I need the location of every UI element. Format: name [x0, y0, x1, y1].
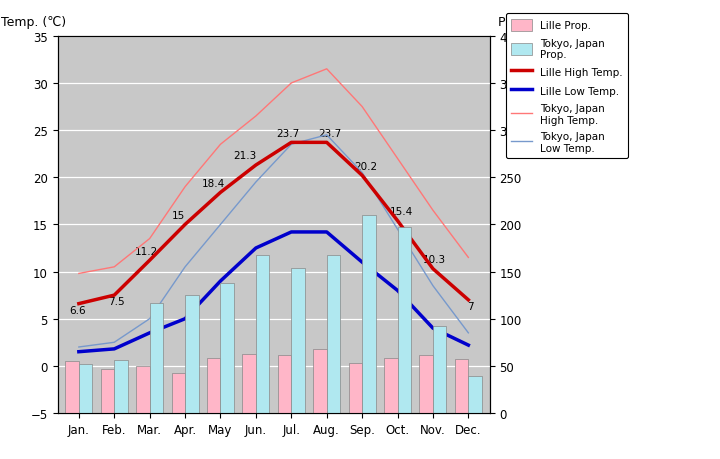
Text: Temp. (℃): Temp. (℃) — [1, 16, 66, 29]
Bar — [114, 360, 127, 413]
Bar — [455, 359, 468, 413]
Text: 21.3: 21.3 — [234, 151, 257, 161]
Bar — [243, 354, 256, 413]
Text: 15.4: 15.4 — [390, 207, 413, 217]
Text: 7.5: 7.5 — [108, 297, 125, 307]
Bar — [278, 355, 292, 413]
Text: 7: 7 — [467, 302, 474, 312]
Bar — [220, 283, 234, 413]
Bar — [171, 374, 185, 413]
Bar — [101, 369, 114, 413]
Text: Prcp. (mm): Prcp. (mm) — [498, 16, 567, 29]
Bar — [292, 268, 305, 413]
Bar — [207, 358, 220, 413]
Text: 18.4: 18.4 — [202, 178, 225, 188]
Text: 23.7: 23.7 — [319, 129, 342, 138]
Bar — [327, 255, 340, 413]
Text: 10.3: 10.3 — [423, 254, 446, 264]
Bar — [79, 364, 92, 413]
Bar — [433, 326, 446, 413]
Bar — [468, 376, 482, 413]
Text: 11.2: 11.2 — [135, 246, 158, 256]
Text: 6.6: 6.6 — [69, 305, 86, 315]
Bar — [384, 358, 397, 413]
Bar — [362, 215, 376, 413]
Bar — [66, 361, 79, 413]
Legend: Lille Prop., Tokyo, Japan
Prop., Lille High Temp., Lille Low Temp., Tokyo, Japan: Lille Prop., Tokyo, Japan Prop., Lille H… — [505, 14, 628, 159]
Bar — [420, 355, 433, 413]
Text: 15: 15 — [171, 210, 184, 220]
Bar — [185, 296, 199, 413]
Bar — [313, 349, 327, 413]
Bar — [136, 366, 150, 413]
Bar — [256, 255, 269, 413]
Bar — [397, 228, 411, 413]
Text: 20.2: 20.2 — [354, 161, 377, 171]
Bar — [150, 303, 163, 413]
Text: 23.7: 23.7 — [276, 129, 300, 138]
Bar — [348, 363, 362, 413]
